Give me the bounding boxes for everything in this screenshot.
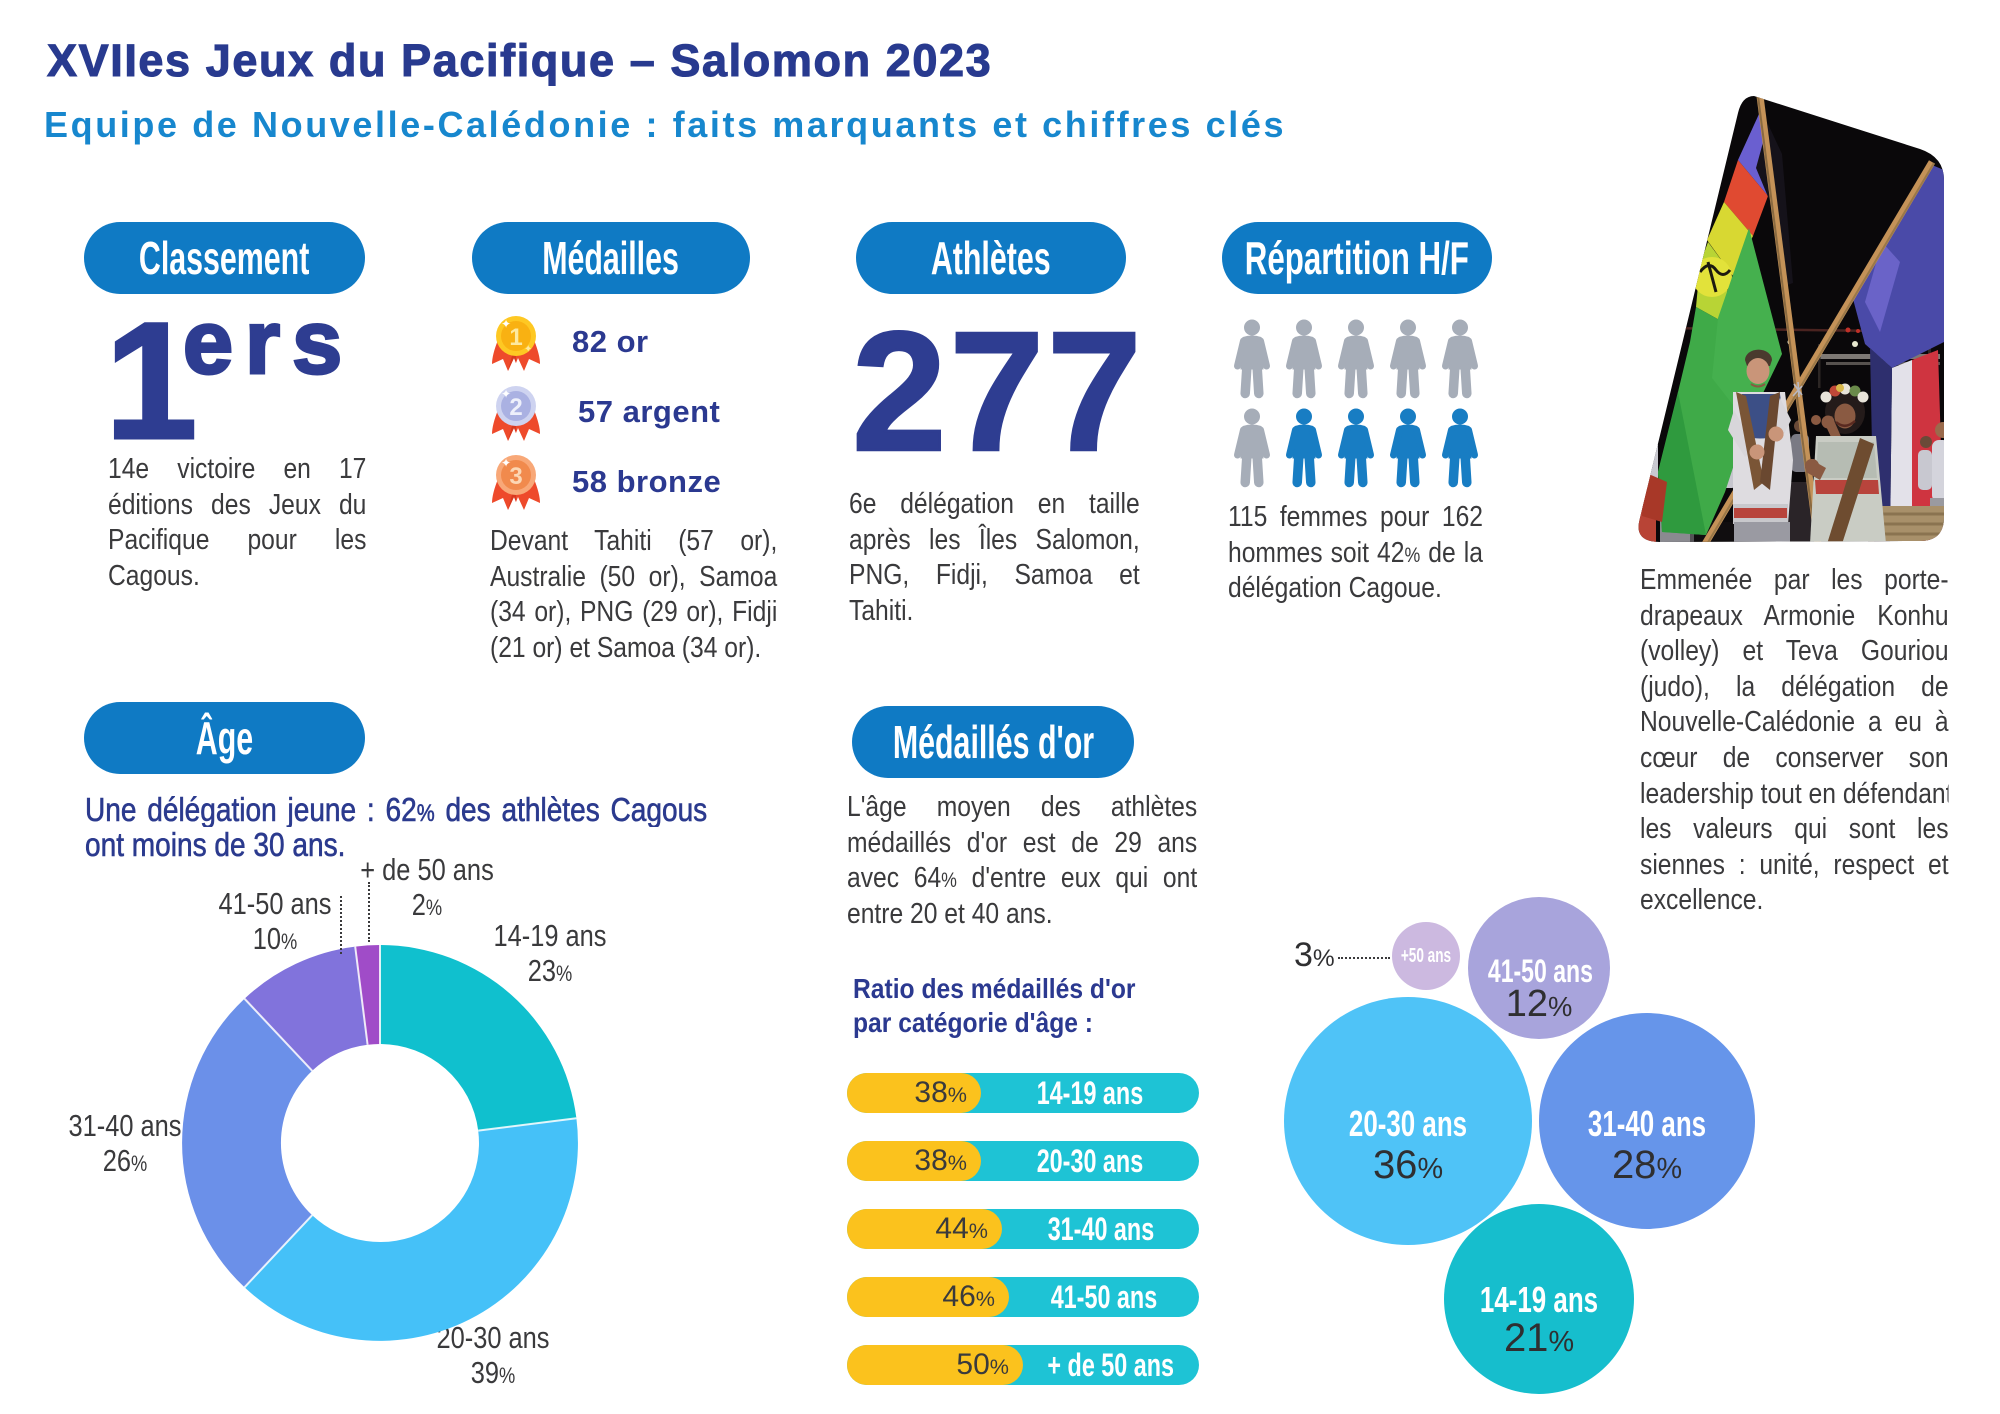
svg-text:✦: ✦	[501, 317, 511, 331]
svg-text:✦: ✦	[524, 344, 532, 355]
svg-text:✦: ✦	[501, 456, 511, 470]
svg-text:3: 3	[509, 463, 522, 490]
svg-text:2: 2	[509, 394, 522, 421]
svg-text:1: 1	[509, 324, 522, 351]
svg-text:✦: ✦	[501, 387, 511, 401]
